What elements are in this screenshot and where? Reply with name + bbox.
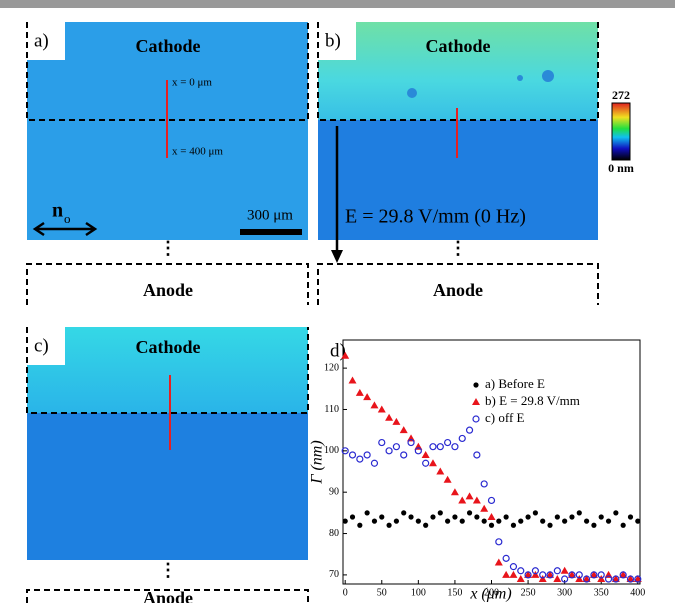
marker	[621, 523, 626, 528]
legend-label: b) E = 29.8 V/mm	[485, 393, 580, 408]
marker	[562, 519, 567, 524]
marker	[489, 523, 494, 528]
y-tick-label: 80	[329, 528, 339, 539]
y-tick-label: 70	[329, 569, 339, 580]
marker	[452, 514, 457, 519]
anode-label: Anode	[143, 280, 193, 300]
marker-label: x = 400 μm	[172, 146, 223, 158]
marker	[577, 510, 582, 515]
x-tick-label: 300	[557, 587, 572, 598]
marker	[511, 523, 516, 528]
marker	[606, 519, 611, 524]
marker	[496, 519, 501, 524]
panel-b: b) Cathode E = 29.8 V/mm (0 Hz) ⋮ Anode	[318, 22, 598, 305]
marker	[540, 519, 545, 524]
continuation: ⋮	[159, 238, 177, 258]
y-tick-label: 110	[324, 404, 339, 415]
defect	[542, 70, 554, 82]
x-tick-label: 200	[484, 587, 499, 598]
continuation: ⋮	[159, 560, 177, 580]
x-tick-label: 400	[630, 587, 645, 598]
marker	[438, 510, 443, 515]
panel-label: c)	[34, 335, 49, 356]
marker	[628, 514, 633, 519]
x-tick-label: 100	[411, 587, 426, 598]
cathode-label: Cathode	[135, 36, 200, 56]
top-rule	[0, 0, 675, 8]
director-sub: o	[64, 211, 71, 226]
marker	[401, 510, 406, 515]
marker	[416, 519, 421, 524]
marker	[591, 523, 596, 528]
marker	[460, 519, 465, 524]
colorbar-max: 272	[612, 88, 630, 102]
panel-label: a)	[34, 30, 49, 51]
anode-label: Anode	[143, 588, 193, 603]
figure: a) Cathode x = 0 μm x = 400 μm 300 μm n …	[0, 0, 675, 603]
x-tick-label: 350	[594, 587, 609, 598]
marker	[467, 510, 472, 515]
marker	[482, 519, 487, 524]
marker	[423, 523, 428, 528]
marker	[569, 514, 574, 519]
x-tick-label: 150	[447, 587, 462, 598]
marker	[445, 519, 450, 524]
marker	[555, 514, 560, 519]
marker-label: x = 0 μm	[172, 77, 212, 89]
x-tick-label: 0	[343, 587, 348, 598]
marker	[613, 510, 618, 515]
continuation: ⋮	[449, 238, 467, 258]
y-tick-label: 90	[329, 486, 339, 497]
cathode-label: Cathode	[425, 36, 490, 56]
colorbar-scale	[612, 103, 630, 160]
panel-label: b)	[325, 30, 341, 51]
y-tick-label: 100	[324, 445, 339, 456]
legend-label: c) off E	[485, 410, 525, 425]
x-tick-label: 250	[521, 587, 536, 598]
y-tick-label: 120	[324, 362, 339, 373]
field-label: E = 29.8 V/mm (0 Hz)	[345, 206, 526, 228]
cathode-label: Cathode	[135, 337, 200, 357]
panel-c: c) Cathode ⋮ Anode	[27, 327, 308, 603]
colorbar-min: 0 nm	[608, 161, 634, 175]
marker	[547, 523, 552, 528]
scale-label: 300 μm	[247, 207, 293, 223]
marker	[394, 519, 399, 524]
marker	[386, 523, 391, 528]
marker	[379, 514, 384, 519]
anode-label: Anode	[433, 280, 483, 300]
colorbar: 272 0 nm	[608, 88, 634, 175]
marker	[474, 514, 479, 519]
legend-label: a) Before E	[485, 376, 545, 391]
marker	[408, 514, 413, 519]
marker	[635, 519, 640, 524]
marker	[599, 514, 604, 519]
marker	[365, 510, 370, 515]
marker	[473, 382, 478, 387]
marker	[372, 519, 377, 524]
marker	[525, 514, 530, 519]
marker	[350, 514, 355, 519]
director: n	[52, 200, 63, 222]
panel-a: a) Cathode x = 0 μm x = 400 μm 300 μm n …	[27, 22, 308, 305]
scale-bar	[240, 229, 302, 235]
marker	[518, 519, 523, 524]
defect	[407, 88, 417, 98]
panel-d: d) x (μm) Γ (nm) 05010015020025030035040…	[309, 340, 646, 603]
defect	[517, 75, 523, 81]
marker	[533, 510, 538, 515]
marker	[584, 519, 589, 524]
field-arrowhead	[331, 250, 343, 263]
marker	[357, 523, 362, 528]
x-tick-label: 50	[377, 587, 387, 598]
marker	[430, 514, 435, 519]
marker	[343, 519, 348, 524]
marker	[504, 514, 509, 519]
